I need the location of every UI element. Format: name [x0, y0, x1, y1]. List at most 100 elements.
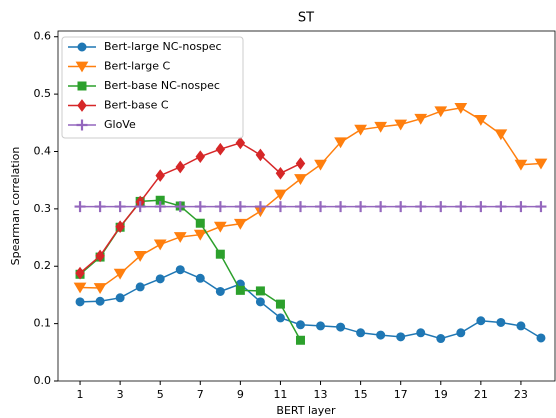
legend-label: Bert-large NC-nospec	[104, 40, 222, 53]
point	[214, 201, 226, 213]
point	[436, 334, 446, 344]
y-tick-label: 0.4	[34, 144, 52, 157]
y-tick-label: 0.2	[34, 259, 52, 272]
point	[394, 119, 408, 131]
point	[215, 286, 225, 296]
x-tick-label: 13	[314, 388, 328, 401]
x-tick-label: 23	[514, 388, 528, 401]
point	[336, 322, 346, 332]
point	[153, 239, 167, 251]
legend-marker	[75, 61, 89, 73]
series-line	[79, 199, 302, 341]
point	[455, 201, 467, 213]
legend-marker	[77, 42, 87, 52]
point	[173, 232, 187, 243]
point	[213, 221, 227, 233]
point	[195, 150, 206, 163]
point	[255, 148, 266, 162]
point	[495, 201, 507, 213]
point	[374, 121, 388, 133]
point	[274, 189, 287, 201]
y-tick-label: 0.1	[34, 317, 52, 330]
point	[275, 313, 285, 323]
x-tick-label: 15	[354, 388, 368, 401]
point	[295, 320, 305, 330]
point	[454, 102, 468, 114]
point	[114, 201, 126, 213]
point	[516, 321, 526, 331]
legend-marker	[77, 81, 87, 91]
point	[414, 113, 428, 125]
point	[415, 201, 427, 213]
point	[475, 201, 487, 213]
point	[396, 332, 406, 342]
point	[534, 158, 548, 170]
legend-label: GloVe	[104, 118, 136, 131]
plot-frame	[57, 30, 556, 382]
point	[274, 201, 286, 213]
x-tick-label: 7	[197, 388, 204, 401]
y-tick-label: 0.3	[34, 202, 52, 215]
point	[195, 218, 205, 228]
point	[155, 169, 165, 182]
point	[174, 201, 186, 213]
point	[95, 296, 105, 306]
series-line	[80, 107, 542, 289]
x-tick-label: 3	[117, 388, 124, 401]
y-tick-label: 0.0	[34, 374, 52, 387]
point	[275, 299, 285, 309]
point	[175, 265, 185, 275]
point	[75, 297, 85, 307]
point	[195, 273, 205, 283]
point	[215, 249, 225, 259]
point	[233, 218, 247, 230]
y-axis-label: Spearman correlation	[9, 147, 22, 266]
point	[314, 159, 327, 171]
point	[295, 335, 305, 345]
point	[354, 124, 367, 136]
point	[75, 266, 85, 280]
point	[95, 249, 105, 263]
point	[115, 220, 125, 233]
point	[395, 201, 407, 213]
x-tick-label: 9	[237, 388, 244, 401]
point	[435, 201, 447, 213]
point	[115, 293, 125, 303]
point	[334, 137, 347, 149]
point	[234, 201, 246, 213]
point	[155, 274, 165, 284]
point	[294, 174, 307, 185]
point	[515, 201, 527, 213]
point	[255, 297, 265, 307]
series-line	[80, 268, 542, 340]
point	[375, 201, 387, 213]
legend-marker	[77, 99, 87, 112]
point	[315, 201, 327, 213]
point	[135, 282, 145, 292]
point	[536, 333, 546, 343]
point	[335, 201, 347, 213]
y-tick-label: 0.5	[34, 87, 52, 100]
point	[235, 285, 245, 295]
point	[73, 282, 87, 294]
point	[496, 317, 506, 327]
point	[255, 286, 265, 296]
point	[133, 251, 147, 262]
x-tick-label: 5	[157, 388, 164, 401]
point	[494, 129, 508, 141]
point	[514, 159, 528, 171]
legend: Bert-large NC-nospec Bert-large C Bert-bas…	[61, 36, 244, 139]
x-tick-label: 11	[273, 388, 287, 401]
point	[215, 142, 226, 156]
point	[416, 328, 426, 338]
legend-marker	[76, 119, 88, 131]
point	[355, 201, 367, 213]
series-line	[79, 142, 301, 274]
point	[93, 283, 107, 294]
x-tick-label: 17	[394, 388, 408, 401]
point	[254, 201, 266, 213]
legend-label: Bert-base C	[104, 99, 169, 112]
point	[193, 229, 207, 241]
